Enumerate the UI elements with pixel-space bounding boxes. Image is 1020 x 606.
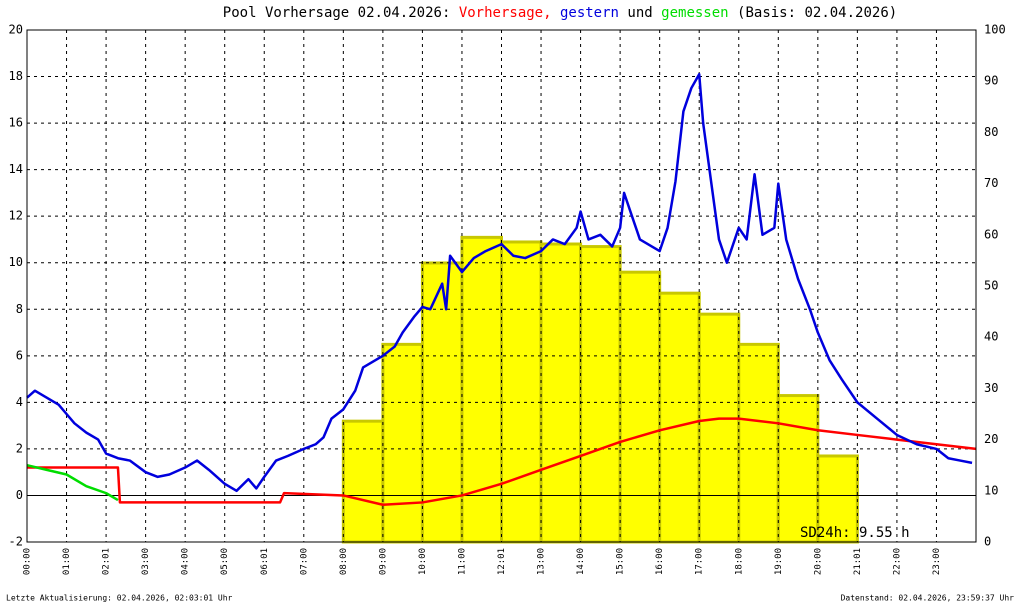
y2-tick-label: 80: [984, 125, 998, 139]
y-tick-label: 12: [9, 209, 23, 223]
x-tick-label: 07:00: [299, 548, 309, 575]
x-tick-label: 23:00: [932, 548, 942, 575]
y2-tick-label: 70: [984, 176, 998, 190]
x-tick-label: 22:00: [892, 548, 902, 575]
y-tick-label: 20: [9, 23, 23, 37]
x-tick-label: 09:00: [378, 548, 388, 575]
x-tick-label: 10:00: [418, 548, 428, 575]
y-tick-label: 0: [16, 488, 23, 502]
bar: [737, 342, 780, 544]
footer-left: Letzte Aktualisierung: 02.04.2026, 02:03…: [6, 594, 233, 603]
x-tick-label: 17:00: [695, 548, 705, 575]
y2-tick-label: 30: [984, 381, 998, 395]
bar: [658, 291, 701, 544]
x-tick-label: 15:00: [616, 548, 626, 575]
x-tick-label: 18:00: [734, 548, 744, 575]
title-part: Pool Vorhersage 02.04.2026:: [223, 5, 451, 21]
title-part: gestern: [560, 5, 619, 21]
y2-tick-label: 20: [984, 432, 998, 446]
x-tick-label: 03:00: [141, 548, 151, 575]
y-tick-label: 18: [9, 69, 23, 83]
x-tick-label: 21:01: [853, 548, 863, 575]
y2-tick-label: 0: [984, 535, 991, 549]
bar: [341, 419, 385, 544]
y2-tick-label: 50: [984, 279, 998, 293]
y2-tick-label: 90: [984, 74, 998, 88]
x-tick-label: 04:00: [181, 548, 191, 575]
x-tick-label: 12:01: [497, 548, 507, 575]
y-tick-label: 16: [9, 116, 23, 130]
x-tick-label: 14:00: [576, 548, 586, 575]
bar: [500, 240, 543, 544]
line-series: [26, 72, 973, 493]
line-series: [26, 463, 119, 502]
x-tick-label: 02:01: [102, 548, 112, 575]
line-series: [27, 417, 977, 507]
x-tick-label: 05:00: [220, 548, 230, 575]
bar: [776, 394, 820, 544]
bar: [460, 235, 504, 544]
y-tick-label: 8: [16, 302, 23, 316]
title-part: (Basis: 02.04.2026): [737, 5, 897, 21]
bar: [618, 270, 662, 544]
bar: [697, 312, 741, 544]
title-part: und: [627, 5, 652, 21]
title-part: gemessen: [661, 5, 728, 21]
x-tick-label: 20:00: [813, 548, 823, 575]
x-tick-label: 19:00: [774, 548, 784, 575]
y-tick-label: -2: [9, 535, 23, 549]
bar: [579, 245, 622, 544]
bar: [816, 454, 859, 544]
y2-tick-label: 60: [984, 227, 998, 241]
x-tick-label: 01:00: [62, 548, 72, 575]
x-tick-label: 13:00: [537, 548, 547, 575]
title-part: Vorhersage,: [459, 5, 552, 21]
chart-title: Pool Vorhersage 02.04.2026: Vorhersage, …: [223, 5, 897, 21]
plot-frame: [26, 29, 977, 543]
bar: [381, 342, 424, 544]
footer-right: Datenstand: 02.04.2026, 23:59:37 Uhr: [841, 594, 1015, 603]
annotation: SD24h: 9.55 h: [800, 525, 910, 541]
y2-tick-label: 40: [984, 330, 998, 344]
y-tick-label: 4: [16, 395, 23, 409]
bar: [539, 242, 583, 544]
y-tick-label: 14: [9, 162, 23, 176]
x-tick-label: 11:00: [457, 548, 467, 575]
y-tick-label: 10: [9, 255, 23, 269]
x-tick-label: 06:01: [260, 548, 270, 575]
x-tick-label: 08:00: [339, 548, 349, 575]
y-tick-label: 6: [16, 348, 23, 362]
x-tick-label: 00:00: [23, 548, 33, 575]
y2-tick-label: 100: [984, 23, 1006, 37]
y2-tick-label: 10: [984, 483, 998, 497]
y-tick-label: 2: [16, 441, 23, 455]
x-tick-label: 16:00: [655, 548, 665, 575]
